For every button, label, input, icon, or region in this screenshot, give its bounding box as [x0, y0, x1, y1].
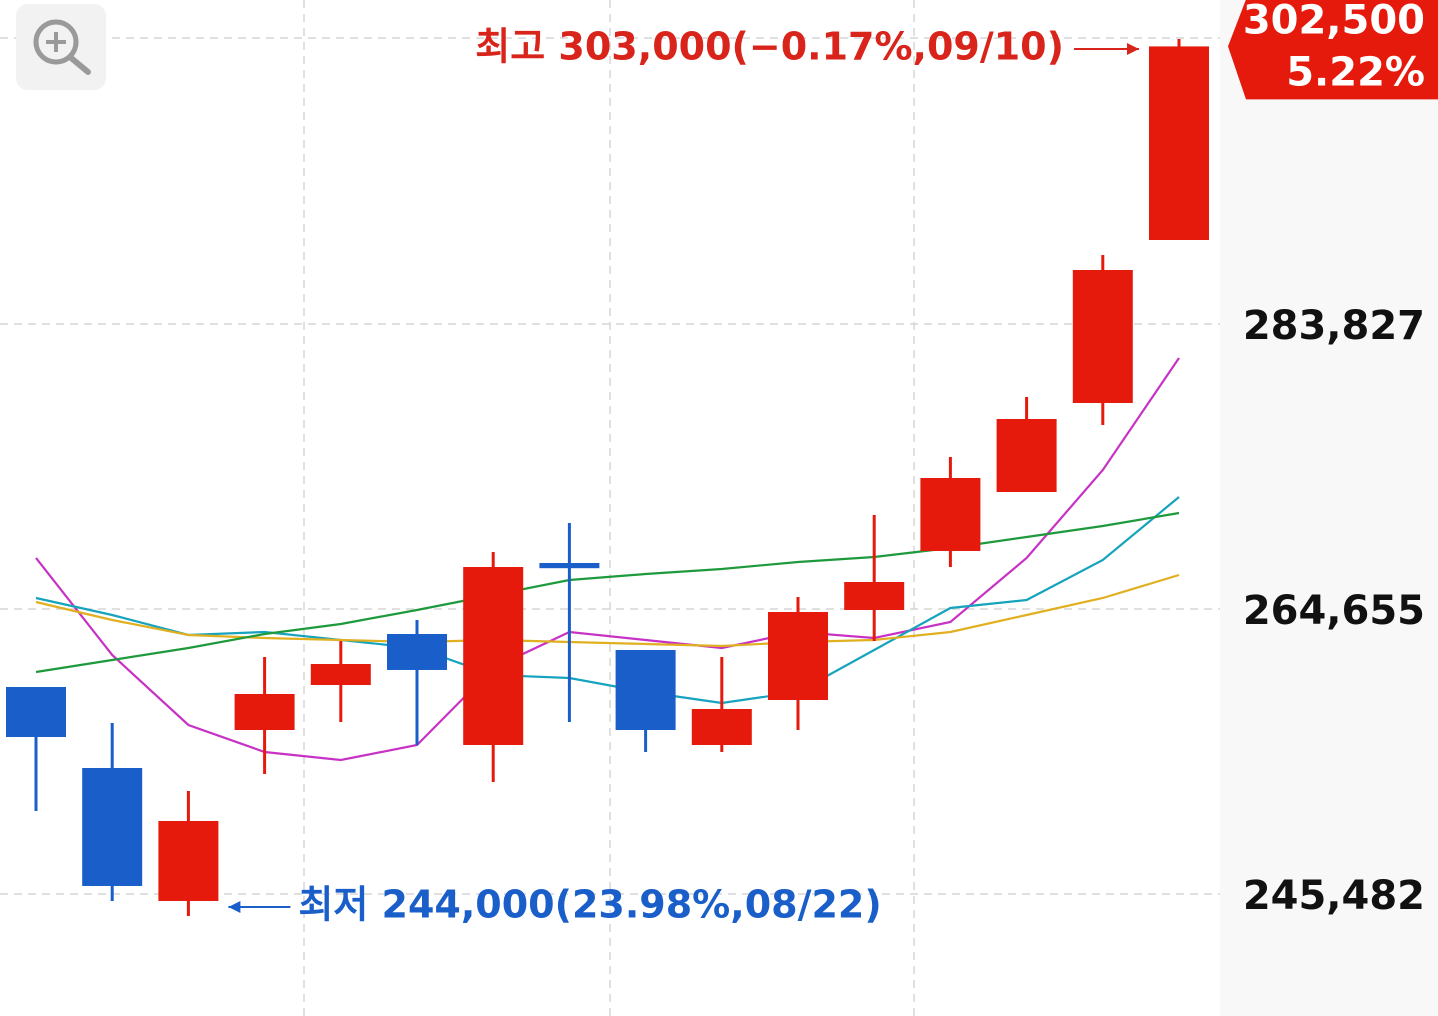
candle-body: [234, 693, 295, 730]
annotation-high: 최고 303,000(−0.17%,09/10): [475, 24, 1064, 68]
candle-body: [539, 563, 600, 569]
price-tag: [1228, 0, 1438, 100]
candle-body: [691, 708, 752, 745]
candle-body: [6, 686, 66, 737]
candle-body: [158, 820, 219, 901]
candle-body: [920, 478, 981, 551]
candle-body: [82, 767, 143, 886]
candle-body: [768, 611, 828, 700]
zoom-bg[interactable]: [16, 4, 106, 90]
zoom-icon[interactable]: [67, 54, 91, 75]
moving-average: [35, 357, 1180, 762]
candle-body: [463, 566, 524, 745]
zoom-icon[interactable]: [33, 19, 79, 65]
moving-average: [35, 511, 1180, 674]
price-tag-label: 302,500: [1243, 0, 1425, 43]
candle-body: [1072, 269, 1133, 403]
moving-average: [35, 573, 1180, 648]
price-tag-change: 5.22%: [1286, 49, 1425, 95]
zoom-button[interactable]: [16, 4, 106, 90]
candle-body: [996, 419, 1057, 492]
moving-average: [35, 496, 1180, 705]
y-tick-label: 245,482: [1243, 873, 1425, 919]
candle-body: [387, 633, 447, 670]
annotation-arrowhead: [1127, 42, 1139, 55]
annotation-low: 최저 244,000(23.98%,08/22): [298, 883, 881, 927]
y-tick-label: 264,655: [1243, 588, 1425, 634]
axis-panel: [1220, 0, 1438, 1016]
y-tick-label: 283,827: [1243, 303, 1425, 349]
candle-body: [310, 663, 371, 685]
candle-body: [615, 649, 676, 730]
candle-body: [844, 581, 905, 610]
candle-body: [1149, 46, 1209, 240]
annotation-arrowhead: [228, 901, 241, 914]
